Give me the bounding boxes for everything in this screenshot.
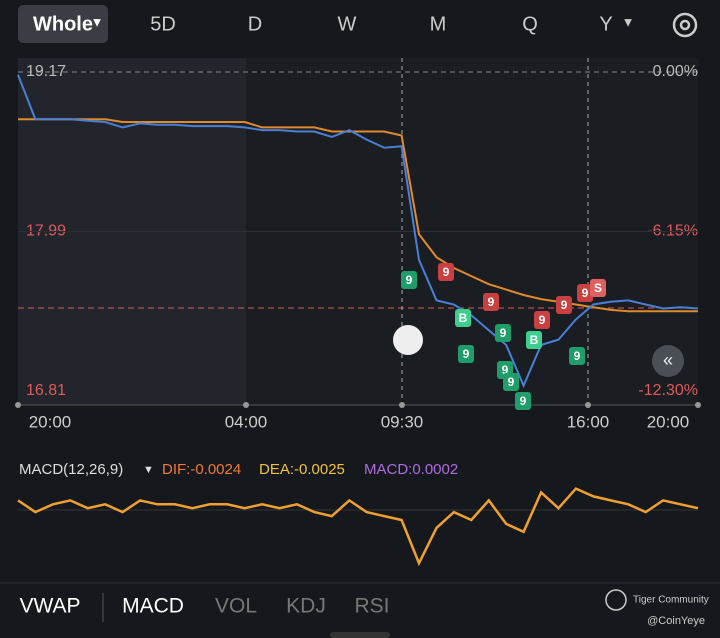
macd-label: MACD:0.0002 xyxy=(364,461,458,478)
home-indicator xyxy=(330,632,390,638)
percent-label: -12.30% xyxy=(638,382,698,399)
user: @CoinYeye xyxy=(647,615,705,627)
macd-dropdown[interactable]: ▼ xyxy=(143,464,154,476)
tab-arrow: ▼ xyxy=(622,14,635,29)
trade-marker-label: 9 xyxy=(500,326,507,340)
trade-marker xyxy=(455,309,471,327)
dea-label: DEA:-0.0025 xyxy=(259,461,345,478)
settings-icon-core xyxy=(679,19,691,31)
trade-marker-label: 9 xyxy=(502,363,509,377)
trade-marker xyxy=(483,293,499,311)
settings-icon[interactable] xyxy=(672,12,698,38)
tab-highlight xyxy=(18,5,108,43)
avatar[interactable] xyxy=(393,325,423,355)
collapse-icon: « xyxy=(663,350,673,370)
trade-marker-label: 9 xyxy=(508,375,515,389)
price-line xyxy=(17,74,699,389)
trade-marker-label: S xyxy=(594,281,602,295)
time-label: 20:00 xyxy=(29,412,72,431)
trade-marker-label: 9 xyxy=(443,265,450,279)
trade-marker xyxy=(569,347,585,365)
indicator-tab[interactable]: RSI xyxy=(354,595,389,618)
trade-marker-label: 9 xyxy=(488,295,495,309)
trade-marker xyxy=(401,271,417,289)
tab[interactable]: Y xyxy=(599,13,612,35)
time-dot xyxy=(15,402,21,408)
percent-label: 0.00% xyxy=(653,63,698,80)
time-dot xyxy=(585,402,591,408)
trade-marker xyxy=(590,279,606,297)
trade-marker-label: 9 xyxy=(539,313,546,327)
trade-marker xyxy=(515,392,531,410)
price-label: 16.81 xyxy=(26,382,66,399)
trade-marker-label: 9 xyxy=(582,286,589,300)
brand-logo xyxy=(605,589,627,611)
tab[interactable]: W xyxy=(338,13,357,35)
trade-marker xyxy=(556,296,572,314)
time-label: 20:00 xyxy=(647,412,690,431)
dif-line xyxy=(17,487,699,567)
trade-marker xyxy=(495,324,511,342)
macd-title: MACD(12,26,9) xyxy=(19,461,123,478)
trade-marker xyxy=(577,284,593,302)
time-dot xyxy=(695,402,701,408)
trade-marker xyxy=(458,345,474,363)
brand: Tiger Community xyxy=(633,595,709,606)
trade-marker-label: B xyxy=(459,311,468,325)
trade-marker xyxy=(438,263,454,281)
tab-arrow: ▼ xyxy=(91,14,104,29)
tab[interactable]: Whole xyxy=(33,13,93,35)
indicator-tab[interactable]: VWAP xyxy=(19,595,80,618)
tab[interactable]: D xyxy=(248,13,262,35)
dif-label: DIF:-0.0024 xyxy=(162,461,241,478)
trade-marker-label: 9 xyxy=(463,347,470,361)
trade-marker-label: 9 xyxy=(561,298,568,312)
trade-marker-label: 9 xyxy=(406,273,413,287)
trade-marker xyxy=(526,331,542,349)
time-dot xyxy=(243,402,249,408)
tab[interactable]: 5D xyxy=(150,13,176,35)
tab[interactable]: Q xyxy=(522,13,538,35)
price-label: 19.17 xyxy=(26,63,66,80)
time-label: 09:30 xyxy=(381,412,424,431)
collapse-button[interactable] xyxy=(652,345,684,377)
time-label: 16:00 xyxy=(567,412,610,431)
indicator-tab[interactable]: KDJ xyxy=(286,595,326,618)
time-label: 04:00 xyxy=(225,412,268,431)
trade-marker xyxy=(503,373,519,391)
trade-marker-label: 9 xyxy=(574,349,581,363)
tab[interactable]: M xyxy=(430,13,447,35)
indicator-tab[interactable]: MACD xyxy=(122,595,184,618)
vwap-line xyxy=(18,118,698,313)
indicator-tab[interactable]: VOL xyxy=(215,595,257,618)
trade-marker-label: 9 xyxy=(520,394,527,408)
time-dot xyxy=(399,402,405,408)
trade-marker xyxy=(534,311,550,329)
trade-marker-label: B xyxy=(530,333,539,347)
